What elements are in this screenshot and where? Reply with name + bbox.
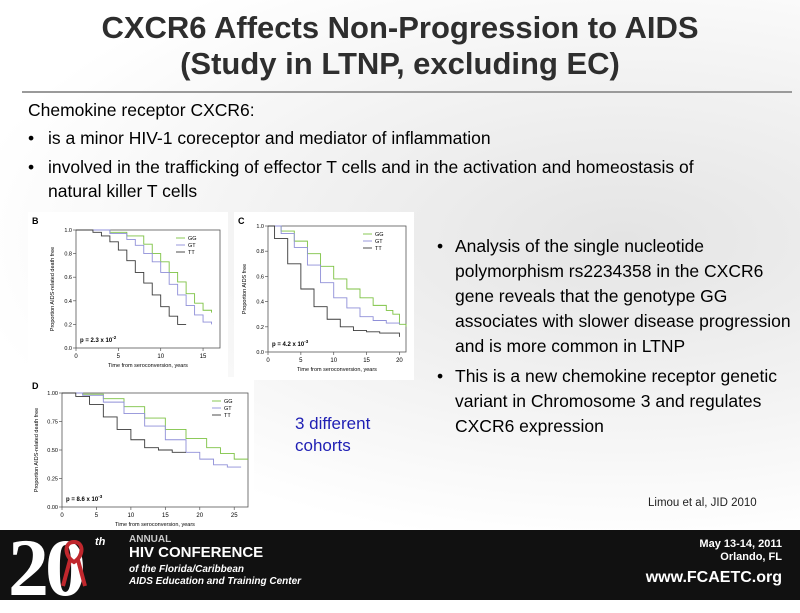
citation: Limou et al, JID 2010 <box>648 497 757 509</box>
legend-label-gt: GT <box>188 243 196 249</box>
chart-panel-c: C 0 5 10 15 20 0.0 0.2 0.4 0.6 0.8 1.0 Time from ser… <box>234 212 414 380</box>
y-tick-label: 1.0 <box>256 224 264 230</box>
cohorts-label: 3 different cohorts <box>295 414 371 455</box>
x-tick-label: 10 <box>128 513 135 519</box>
x-tick-label: 0 <box>60 513 64 519</box>
y-tick-label: 0.75 <box>47 420 58 426</box>
km-chart-d: D 0 5 10 15 20 25 0.00 0.25 0.50 0.75 1.00 Time from… <box>32 381 249 528</box>
x-tick-label: 10 <box>157 354 164 360</box>
y-tick-label: 1.00 <box>47 391 58 397</box>
conference-place: Orlando, FL <box>720 551 782 563</box>
chart-panel-d: D 0 5 10 15 20 25 0.00 0.25 0.50 0.75 1.00 Time from… <box>28 377 254 535</box>
y-axis-label: Proportion AIDS-related death free <box>50 247 56 331</box>
series-line-gt <box>76 229 212 325</box>
x-tick-label: 5 <box>95 513 99 519</box>
x-axis-label: Time from seroconversion, years <box>108 363 188 369</box>
x-axis-label: Time from seroconversion, years <box>297 367 377 373</box>
x-axis-label: Time from seroconversion, years <box>115 522 195 528</box>
conference-date: May 13-14, 2011 <box>699 538 782 550</box>
chart-panel-b: B 0 5 10 15 0.0 0.2 0.4 0.6 0.8 1.0 Time from seroc… <box>28 212 228 382</box>
intro-bullet: involved in the trafficking of effector … <box>28 155 748 203</box>
intro-heading: Chemokine receptor CXCR6: <box>28 100 255 120</box>
intro-bullet: is a minor HIV-1 coreceptor and mediator… <box>28 126 788 150</box>
plot-frame <box>267 225 407 353</box>
legend-label-gg: GG <box>375 232 384 238</box>
x-tick-label: 20 <box>196 513 203 519</box>
legend-label-tt: TT <box>188 250 195 256</box>
panel-letter: D <box>32 381 39 391</box>
x-tick-label: 25 <box>231 513 238 519</box>
legend-label-gt: GT <box>375 239 383 245</box>
y-tick-label: 0.00 <box>47 505 58 511</box>
findings-bullet-list: Analysis of the single nucleotide polymo… <box>437 234 797 439</box>
slide-title: CXCR6 Affects Non-Progression to AIDS (S… <box>0 10 800 82</box>
legend-label-tt: TT <box>375 246 382 252</box>
intro-bullet-list: is a minor HIV-1 coreceptor and mediator… <box>28 126 788 203</box>
km-chart-b: B 0 5 10 15 0.0 0.2 0.4 0.6 0.8 1.0 Time from seroc… <box>32 216 221 369</box>
logo-suffix: th <box>95 536 106 548</box>
x-tick-label: 15 <box>162 513 169 519</box>
y-tick-label: 0.8 <box>256 249 264 255</box>
y-tick-label: 0.6 <box>64 275 72 281</box>
finding-bullet: This is a new chemokine receptor genetic… <box>437 364 797 439</box>
y-tick-label: 0.2 <box>256 325 264 331</box>
p-value-annotation: p = 4.2 x 10-3 <box>272 339 309 348</box>
findings-section: Analysis of the single nucleotide polymo… <box>437 234 797 444</box>
panel-letter: B <box>32 216 39 226</box>
y-tick-label: 0.50 <box>47 448 58 454</box>
panel-letter: C <box>238 216 245 226</box>
series-line-gt <box>268 225 400 325</box>
intro-section: Chemokine receptor CXCR6: is a minor HIV… <box>28 98 788 208</box>
conference-url[interactable]: www.FCAETC.org <box>645 569 782 586</box>
y-axis-label: Proportion AIDS-related death free <box>34 408 40 492</box>
title-line-1: CXCR6 Affects Non-Progression to AIDS <box>101 10 699 45</box>
x-tick-label: 20 <box>396 358 403 364</box>
y-tick-label: 0.6 <box>256 274 264 280</box>
y-tick-label: 0.25 <box>47 477 58 483</box>
y-tick-label: 0.0 <box>256 350 264 356</box>
finding-bullet: Analysis of the single nucleotide polymo… <box>437 234 797 359</box>
title-line-2: (Study in LTNP, excluding EC) <box>180 46 620 81</box>
series-line-gg <box>76 229 212 313</box>
conference-name: HIV CONFERENCE <box>129 544 264 561</box>
y-axis-label: Proportion AIDS free <box>242 264 248 314</box>
y-tick-label: 0.2 <box>64 322 72 328</box>
km-chart-c: C 0 5 10 15 20 0.0 0.2 0.4 0.6 0.8 1.0 Time from ser… <box>238 216 407 373</box>
x-tick-label: 10 <box>330 358 337 364</box>
y-tick-label: 0.4 <box>256 300 264 306</box>
plot-frame <box>75 229 221 349</box>
y-tick-label: 0.8 <box>64 252 72 258</box>
p-value-annotation: p = 2.3 x 10-2 <box>80 335 117 344</box>
series-line-tt <box>62 392 186 453</box>
x-tick-label: 5 <box>299 358 303 364</box>
x-tick-label: 5 <box>117 354 121 360</box>
red-ribbon-icon <box>61 539 87 587</box>
conference-footer: 20 th ANNUAL HIV CONFERENCE of the Flori… <box>0 527 800 609</box>
y-tick-label: 0.4 <box>64 299 72 305</box>
series-line-gt <box>62 392 242 468</box>
conference-annual: ANNUAL <box>129 534 172 545</box>
title-divider <box>22 91 792 93</box>
series-line-tt <box>76 229 187 325</box>
y-tick-label: 0.0 <box>64 346 72 352</box>
x-tick-label: 15 <box>200 354 207 360</box>
x-tick-label: 0 <box>266 358 270 364</box>
series-line-gg <box>268 225 407 327</box>
p-value-annotation: p = 8.6 x 10-3 <box>66 494 103 503</box>
series-line-tt <box>268 225 400 337</box>
x-tick-label: 15 <box>363 358 370 364</box>
x-tick-label: 0 <box>74 354 78 360</box>
legend-label-gg: GG <box>188 236 197 242</box>
legend-label-tt: TT <box>224 413 231 419</box>
legend-label-gt: GT <box>224 406 232 412</box>
conference-org-line-1: of the Florida/Caribbean <box>129 564 245 575</box>
legend-label-gg: GG <box>224 399 233 405</box>
conference-org-line-2: AIDS Education and Training Center <box>129 576 302 587</box>
y-tick-label: 1.0 <box>64 228 72 234</box>
